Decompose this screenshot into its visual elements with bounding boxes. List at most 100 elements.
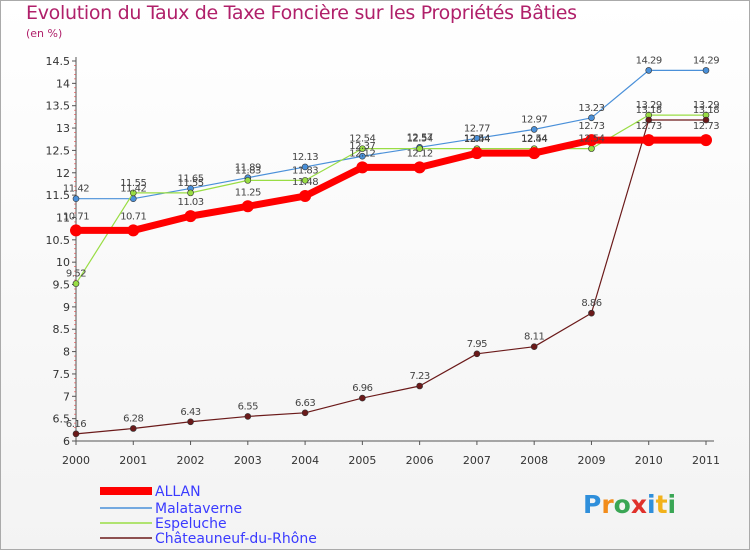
data-label: 12.44 — [464, 134, 490, 145]
data-point — [642, 134, 655, 147]
data-label: 6.55 — [238, 401, 258, 412]
x-tick-label: 2000 — [62, 454, 90, 467]
series-ch-teauneuf-du-rh-ne — [72, 116, 710, 438]
data-label: 11.55 — [177, 178, 203, 189]
x-tick-label: 2006 — [406, 454, 434, 467]
x-tick-label: 2004 — [291, 454, 319, 467]
data-point — [359, 152, 366, 160]
data-label: 12.37 — [349, 141, 375, 152]
data-point — [588, 145, 595, 152]
legend-label: Espeluche — [155, 516, 227, 532]
y-tick-label: 8 — [63, 346, 70, 359]
series-allan — [70, 134, 712, 237]
series-layer — [70, 67, 712, 438]
data-point — [528, 147, 541, 160]
y-tick-label: 11.5 — [46, 189, 71, 202]
y-tick-label: 9 — [63, 301, 70, 314]
data-point — [301, 177, 309, 184]
y-axis-unit-label: (en %) — [26, 27, 63, 40]
data-point — [588, 309, 595, 317]
y-tick-label: 12 — [56, 167, 70, 180]
data-label: 12.54 — [407, 134, 433, 145]
legend-label: ALLAN — [155, 484, 201, 500]
data-label: 14.29 — [636, 55, 662, 66]
y-tick-label: 8.5 — [53, 323, 71, 336]
data-label: 6.96 — [352, 383, 372, 394]
legend-label: Châteauneuf-du-Rhône — [155, 531, 317, 547]
y-tick-label: 10.5 — [46, 234, 71, 247]
y-tick-label: 12.5 — [46, 144, 71, 157]
data-label: 6.28 — [123, 413, 143, 424]
logo-letter: i — [647, 490, 656, 519]
data-label: 9.52 — [66, 269, 86, 280]
data-label: 13.23 — [578, 103, 604, 114]
data-label: 14.29 — [693, 55, 719, 66]
data-point — [127, 224, 140, 237]
x-tick-label: 2009 — [577, 454, 605, 467]
data-point — [244, 177, 252, 184]
x-tick-label: 2003 — [234, 454, 262, 467]
data-label: 12.54 — [521, 134, 547, 145]
x-tick-label: 2011 — [692, 454, 720, 467]
data-label: 12.77 — [464, 123, 490, 134]
data-labels: 11.42 11.42 11.65 11.89 12.13 12.37 12.57 12.77… — [63, 55, 720, 430]
data-point — [473, 350, 481, 358]
data-point — [702, 67, 710, 74]
data-label: 11.42 — [63, 184, 89, 195]
logo-letter: P — [583, 490, 602, 519]
data-point — [416, 382, 423, 390]
legend-item: Malataverne — [100, 501, 242, 517]
data-point — [585, 134, 598, 147]
x-tick-label: 2008 — [520, 454, 548, 467]
x-tick-label: 2005 — [348, 454, 376, 467]
data-label: 7.95 — [467, 339, 487, 350]
data-label: 13.18 — [636, 105, 662, 116]
y-tick-label: 7.5 — [53, 368, 71, 381]
logo-letter: r — [601, 490, 614, 519]
data-label: 12.54 — [464, 134, 490, 145]
data-point — [645, 67, 653, 74]
y-tick-label: 6.5 — [53, 413, 71, 426]
logo-letter: x — [630, 490, 647, 519]
y-tick-label: 10 — [56, 256, 70, 269]
data-label: 6.16 — [66, 419, 86, 430]
y-tick-label: 13 — [56, 122, 70, 135]
data-label: 6.63 — [295, 398, 315, 409]
data-label: 10.71 — [120, 211, 146, 222]
series-line — [76, 136, 706, 234]
data-label: 11.25 — [235, 187, 261, 198]
data-point — [301, 409, 309, 417]
data-label: 12.57 — [407, 132, 433, 143]
data-point — [413, 161, 426, 174]
data-point — [129, 189, 137, 197]
data-label: 11.83 — [292, 165, 318, 176]
legend-label: Malataverne — [155, 501, 242, 517]
logo-letter: o — [613, 490, 631, 519]
x-tick-label: 2007 — [463, 454, 491, 467]
data-point — [473, 135, 481, 142]
data-point — [72, 430, 80, 438]
x-tick-label: 2010 — [635, 454, 663, 467]
x-tick-label: 2001 — [119, 454, 147, 467]
y-tick-label: 13.5 — [46, 100, 71, 113]
data-point — [530, 126, 538, 133]
data-label: 12.73 — [636, 121, 662, 132]
data-label: 8.86 — [581, 298, 601, 309]
data-label: 12.12 — [407, 148, 433, 159]
legend-item: Châteauneuf-du-Rhône — [100, 531, 317, 547]
data-label: 12.73 — [693, 121, 719, 132]
data-label: 6.43 — [180, 407, 200, 418]
data-label: 11.65 — [177, 173, 203, 184]
data-point — [187, 189, 194, 197]
series-line — [76, 69, 706, 200]
data-point — [301, 163, 309, 171]
data-label: 11.55 — [120, 178, 146, 189]
data-point — [588, 114, 595, 122]
series-line — [75, 119, 706, 435]
data-label: 13.18 — [693, 105, 719, 116]
data-point — [72, 195, 80, 202]
data-point — [70, 224, 82, 237]
data-point — [356, 161, 369, 174]
data-label: 8.11 — [524, 332, 544, 343]
data-label: 13.29 — [693, 100, 719, 111]
